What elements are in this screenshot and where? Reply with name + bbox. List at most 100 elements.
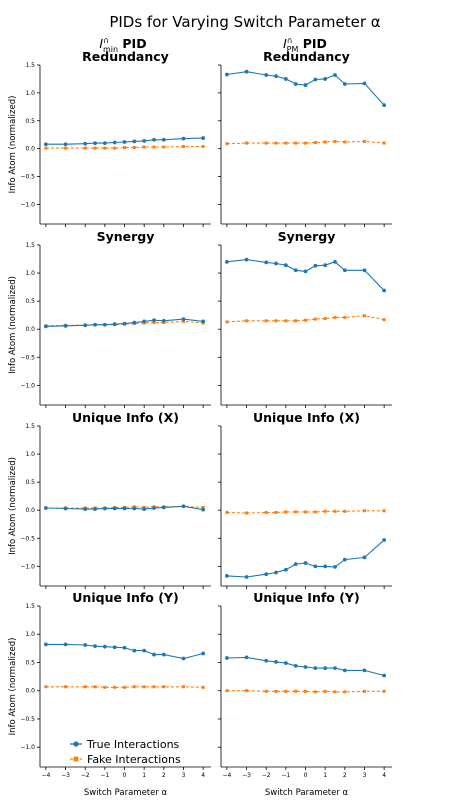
data-point-true (102, 141, 107, 146)
y-axis-label: Info Atom (normalized) (8, 457, 18, 555)
data-point-true (132, 648, 137, 653)
data-point-true (362, 268, 367, 273)
data-point-fake (333, 509, 337, 513)
column-header-min: I∩ min PID (99, 36, 146, 54)
data-point-true (142, 507, 147, 511)
series-line-true (226, 71, 385, 106)
legend-true-label: True Interactions (86, 738, 180, 751)
data-point-true (102, 506, 107, 511)
data-point-true (283, 567, 288, 572)
data-point-true (132, 320, 137, 325)
data-point-true (161, 505, 166, 510)
data-point-fake (245, 141, 249, 145)
y-tick-label: 1.5 (25, 62, 35, 69)
data-point-true (283, 77, 288, 81)
y-tick-label: 1.0 (25, 631, 35, 638)
data-point-fake (284, 141, 288, 145)
data-point-true (122, 140, 127, 144)
data-point-fake (162, 685, 166, 689)
x-tick-label: −2 (262, 772, 271, 779)
data-point-true (333, 666, 337, 671)
panel-5: Unique Info (X) −1.0 −0.5 0.0 0.5 1.0 1.5 Info … (8, 410, 211, 589)
data-point-fake (132, 685, 136, 689)
data-point-true (313, 263, 318, 268)
x-tick-label: −1 (100, 772, 109, 779)
data-point-fake (181, 144, 185, 148)
y-tick-label: 0.5 (25, 659, 35, 666)
data-point-fake (323, 140, 327, 144)
data-point-fake (313, 317, 317, 321)
data-point-true (293, 562, 298, 567)
data-point-fake (225, 510, 229, 514)
y-tick-label: −1.0 (20, 744, 35, 751)
data-point-true (43, 324, 48, 329)
y-tick-label: 0.0 (25, 507, 35, 514)
x-tick-label: 3 (182, 772, 186, 779)
panel-title: Synergy (97, 229, 155, 244)
data-point-true (303, 665, 308, 669)
panel-2: Redundancy (218, 49, 392, 227)
data-point-true (303, 83, 308, 87)
data-point-true (122, 645, 127, 650)
data-point-true (201, 319, 206, 324)
x-tick-label: −2 (81, 772, 90, 779)
y-tick-label: −0.5 (20, 174, 35, 181)
legend-true-marker (73, 741, 79, 747)
y-tick-label: 0.0 (25, 146, 35, 153)
y-tick-label: −1.0 (20, 382, 35, 389)
panel-title: Unique Info (X) (72, 410, 179, 425)
panel-title: Unique Info (Y) (253, 590, 359, 605)
data-point-true (313, 77, 318, 82)
data-point-true (323, 666, 328, 671)
data-point-true (43, 506, 48, 510)
y-tick-label: 1.0 (25, 451, 35, 458)
data-point-fake (123, 146, 127, 150)
data-point-true (342, 82, 347, 86)
panel-1: Redundancy −1.0 −0.5 0.0 0.5 1.0 1.5 Info Atom … (8, 49, 211, 227)
data-point-true (152, 318, 156, 323)
data-point-fake (132, 146, 136, 150)
data-point-fake (362, 139, 366, 143)
data-point-true (333, 259, 337, 264)
data-point-true (63, 142, 68, 147)
y-tick-label: 1.0 (25, 270, 35, 277)
data-point-fake (333, 315, 337, 319)
data-point-true (342, 668, 347, 673)
panel-title: Unique Info (X) (253, 410, 360, 425)
data-point-true (152, 506, 156, 510)
data-point-true (362, 555, 367, 560)
data-point-true (303, 269, 308, 274)
data-point-fake (113, 685, 117, 689)
data-point-true (112, 506, 117, 511)
data-point-fake (294, 689, 298, 693)
data-point-true (43, 642, 48, 647)
data-point-true (112, 322, 117, 327)
data-point-fake (225, 142, 229, 146)
data-point-fake (382, 141, 386, 145)
data-point-true (142, 138, 147, 143)
data-point-true (132, 506, 137, 511)
data-point-true (342, 268, 347, 273)
data-point-true (224, 259, 229, 264)
data-point-fake (225, 689, 229, 693)
data-point-fake (294, 510, 298, 514)
data-point-fake (343, 315, 347, 319)
data-point-fake (93, 685, 97, 689)
data-point-true (181, 656, 186, 661)
data-point-true (112, 140, 117, 145)
data-point-true (342, 557, 347, 562)
data-point-true (201, 507, 206, 512)
y-tick-label: −1.0 (20, 563, 35, 570)
data-point-true (181, 504, 186, 509)
data-point-true (83, 643, 88, 647)
panel-title: Redundancy (263, 49, 350, 64)
data-point-fake (313, 510, 317, 514)
y-tick-label: 0.5 (25, 298, 35, 305)
data-point-true (382, 103, 387, 108)
panel-4: Synergy (218, 229, 392, 408)
data-point-fake (294, 319, 298, 323)
data-point-fake (382, 509, 386, 513)
y-tick-label: 1.5 (25, 423, 35, 430)
data-point-true (161, 652, 166, 657)
y-tick-label: −0.5 (20, 354, 35, 361)
